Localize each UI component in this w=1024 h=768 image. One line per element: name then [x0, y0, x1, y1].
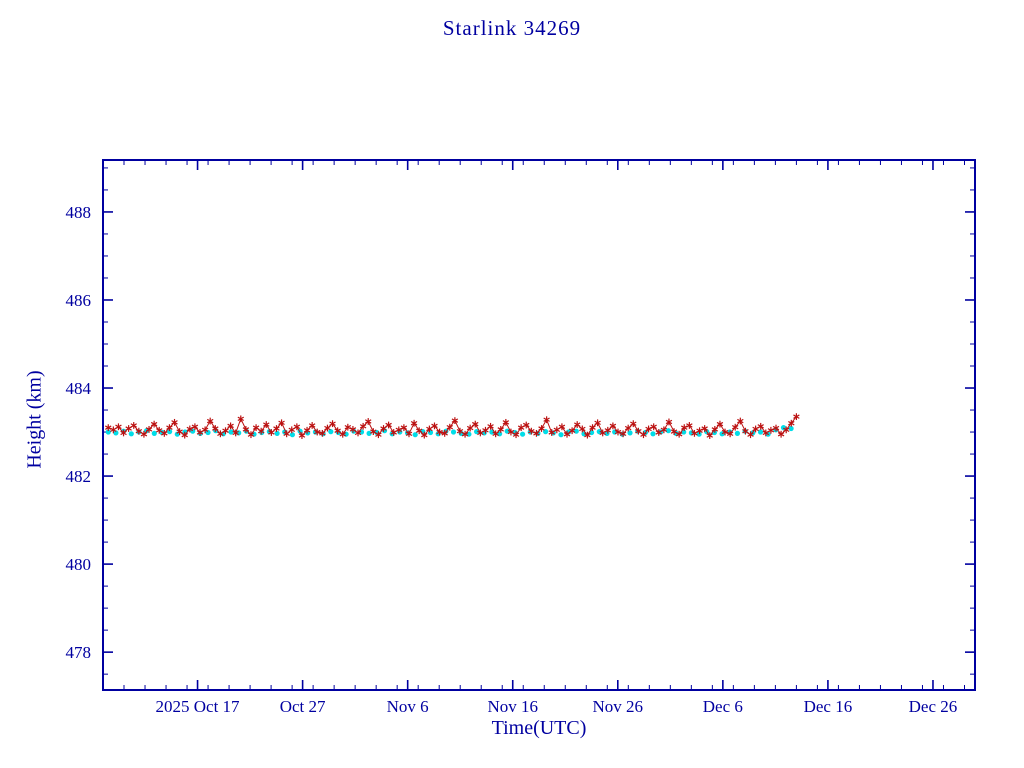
- x-tick-label: 2025 Oct 17: [156, 697, 241, 716]
- y-tick-label: 486: [66, 291, 92, 310]
- y-tick-label: 482: [66, 467, 92, 486]
- chart-title: Starlink 34269: [442, 16, 582, 40]
- x-tick-label: Nov 26: [593, 697, 644, 716]
- x-tick-label: Nov 6: [387, 697, 429, 716]
- y-tick-label: 488: [66, 203, 92, 222]
- y-axis-label: Height (km): [23, 370, 46, 469]
- x-tick-label: Nov 16: [487, 697, 538, 716]
- y-tick-label: 480: [66, 555, 92, 574]
- y-tick-label: 484: [66, 379, 92, 398]
- x-tick-label: Dec 6: [703, 697, 743, 716]
- x-tick-label: Oct 27: [280, 697, 326, 716]
- x-axis-label: Time(UTC): [491, 717, 587, 739]
- y-tick-label: 478: [66, 643, 92, 662]
- x-tick-label: Dec 16: [804, 697, 853, 716]
- x-tick-label: Dec 26: [909, 697, 958, 716]
